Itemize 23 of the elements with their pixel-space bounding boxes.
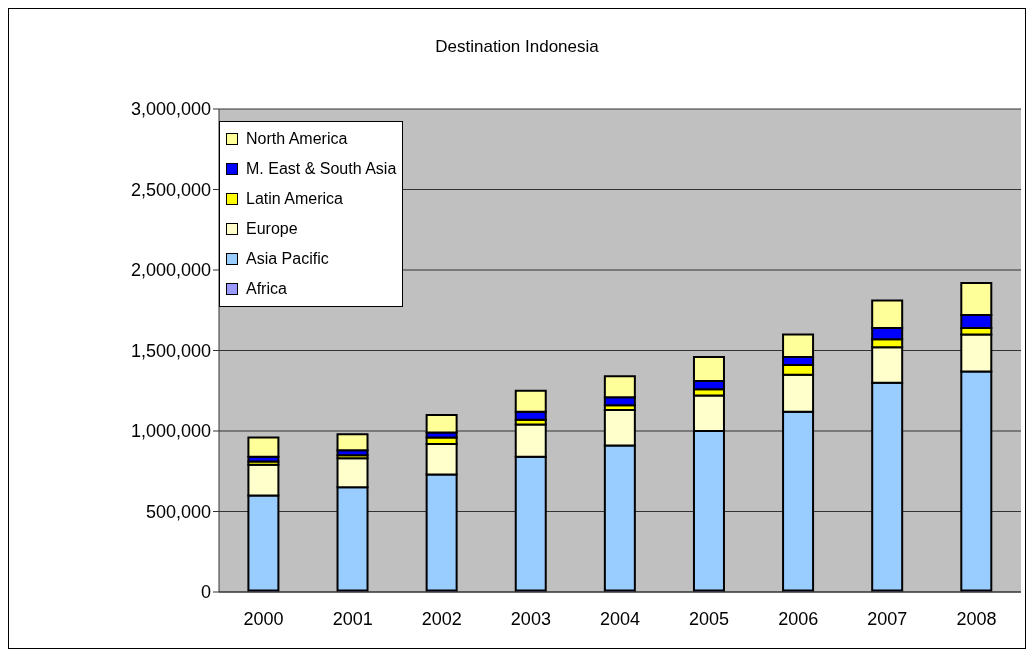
x-tick-label: 2002 (421, 608, 462, 629)
x-tick-label: 2004 (599, 608, 641, 629)
legend-label: Europe (246, 220, 298, 238)
y-tick-label: 1,500,000 (130, 340, 211, 361)
legend-label: M. East & South Asia (246, 160, 397, 178)
y-tick-label: 0 (200, 582, 211, 603)
legend-label: Latin America (246, 190, 343, 208)
legend-label: Africa (246, 280, 287, 298)
x-tick-label: 2007 (867, 608, 908, 629)
x-tick-label: 2005 (689, 608, 730, 629)
y-tick-label: 2,000,000 (130, 260, 211, 281)
legend-label: Asia Pacific (246, 250, 329, 268)
y-tick-label: 1,000,000 (130, 421, 211, 442)
x-tick-label: 2008 (956, 608, 997, 629)
x-tick-label: 2006 (778, 608, 819, 629)
x-tick-label: 2000 (243, 608, 284, 629)
x-tick-label: 2003 (510, 608, 551, 629)
x-tick-label: 2001 (332, 608, 373, 629)
legend-label: North America (246, 130, 348, 148)
y-tick-label: 3,000,000 (130, 99, 211, 120)
chart-title: Destination Indonesia (434, 37, 600, 57)
y-tick-label: 2,500,000 (130, 179, 211, 200)
y-tick-label: 500,000 (145, 501, 211, 522)
